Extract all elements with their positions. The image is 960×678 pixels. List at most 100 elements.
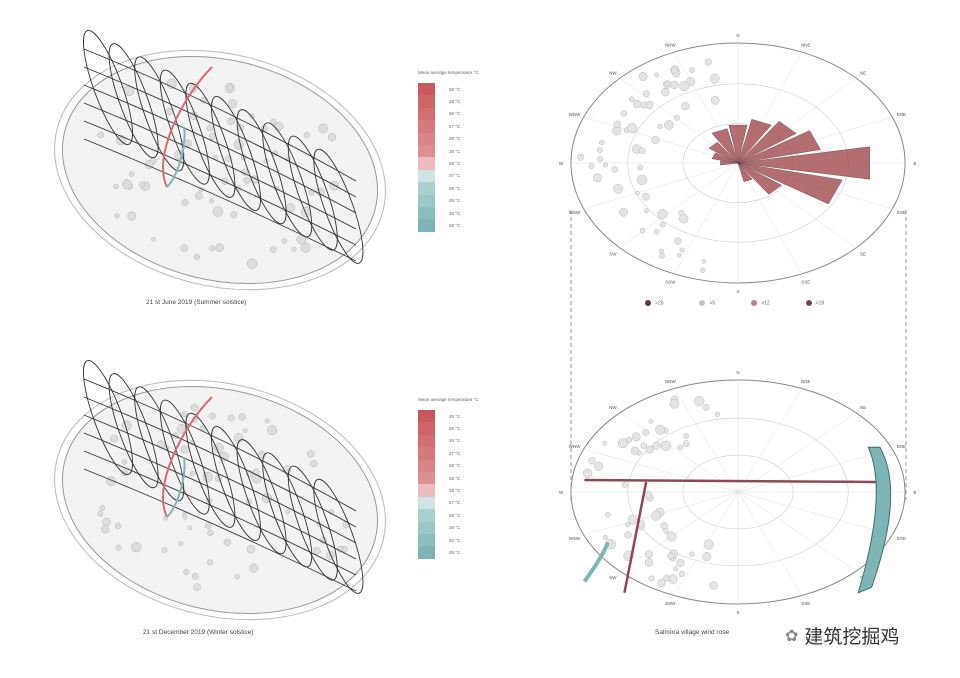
wind-legend: >28 >5 >12 >19 [645, 300, 824, 306]
compass-label: WSW [569, 536, 581, 541]
legend-item: 25 °C [418, 410, 508, 422]
wind-legend-label: >19 [816, 300, 824, 306]
legend-label: 28 °C [449, 186, 460, 191]
legend-title: Mean average temperature °C [418, 70, 508, 75]
dot-icon [806, 300, 812, 306]
legend-item: 27 °C [418, 447, 508, 459]
legend-swatch [418, 484, 435, 496]
legend-item: 28 °C [418, 195, 508, 207]
compass-label: SW [609, 252, 617, 257]
wechat-icon: ✿ [785, 626, 798, 646]
legend-item: 25 °C [418, 83, 508, 95]
legend-label: 26 °C [449, 438, 460, 443]
wind-legend-item: >28 [645, 300, 663, 306]
legend-swatch [418, 120, 435, 132]
legend-swatch [418, 108, 435, 120]
legend-swatch [418, 207, 435, 219]
legend-item: 28 °C [418, 182, 508, 194]
legend-swatch [418, 534, 435, 546]
wind-caption: Salmora village wind rose [655, 629, 729, 636]
compass-label: NW [609, 405, 617, 410]
legend-label: 32 °C [449, 211, 460, 216]
legend-label: 28 °C [449, 198, 460, 203]
legend-label: 28 °C [449, 513, 460, 518]
legend-label: 27 °C [449, 500, 460, 505]
wind-legend-item: >19 [806, 300, 824, 306]
compass-label: SSW [665, 279, 676, 284]
legend-swatch [418, 435, 435, 447]
compass-label: W [559, 490, 564, 495]
legend-swatch [418, 182, 435, 194]
legend-swatch [418, 133, 435, 145]
compass-label: SW [609, 575, 617, 580]
compass-label: E [913, 490, 916, 495]
legend-swatch [418, 509, 435, 521]
compass-label: SE [860, 252, 866, 257]
legend-swatch [418, 170, 435, 182]
temperature-legend-summer: Mean average temperature °C 25 °C 26 °C 26… [418, 70, 508, 232]
legend-label: 26 °C [449, 426, 460, 431]
compass-label: S [736, 289, 739, 294]
wind-legend-label: >28 [655, 300, 663, 306]
legend-label: 25 °C [449, 87, 460, 92]
dot-icon [699, 300, 705, 306]
legend-item: 26 °C [418, 472, 508, 484]
legend-item: 26 °C [418, 435, 508, 447]
compass-label: SSE [801, 279, 810, 284]
summer-caption: 21 st June 2019 (Summer solstice) [146, 299, 246, 306]
compass-label: NNW [665, 379, 676, 384]
compass-label: E [913, 161, 916, 166]
legend-label: 28 °C [449, 463, 460, 468]
legend-swatch [418, 95, 435, 107]
legend-label: 25 °C [449, 414, 460, 419]
legend-label: 28 °C [449, 136, 460, 141]
legend-item: 28 °C [418, 460, 508, 472]
legend-label: 28 °C [449, 525, 460, 530]
legend-swatch [418, 522, 435, 534]
legend-item: 28 °C [418, 219, 508, 231]
legend-swatch [418, 145, 435, 157]
legend-swatch [418, 460, 435, 472]
watermark: ✿ 建筑挖掘鸡 [785, 622, 899, 649]
wind-map: NNNENEENEEESESESSESSSWSWWSWWWNWNWNNW [559, 33, 917, 294]
legend-swatch [418, 546, 435, 558]
compass-label: WNW [569, 112, 581, 117]
legend-label: 25 °C [449, 161, 460, 166]
dot-icon [751, 300, 757, 306]
legend-swatch [418, 497, 435, 509]
legend-label: 28 °C [449, 223, 460, 228]
compass-label: W [559, 161, 564, 166]
legend-label: 26 °C [449, 99, 460, 104]
legend-title: Mean average temperature °C [418, 397, 508, 402]
legend-item: 25 °C [418, 484, 508, 496]
wind-legend-label: >5 [709, 300, 715, 306]
compass-label: S [736, 610, 739, 615]
legend-item: 32 °C [418, 207, 508, 219]
compass-label: ENE [897, 112, 906, 117]
wind-map: NNNENEENEEESESESSESSSWSWWSWWWNWNWNNW [559, 370, 917, 615]
legend-item: 28 °C [418, 546, 508, 558]
legend-item: 27 °C [418, 120, 508, 132]
page: N NNE NE ENE E ESE SE SSE S SSW SW WSW W WNW NW NNW N NNE… [0, 0, 960, 678]
compass-label: N [736, 370, 739, 375]
legend-item: 26 °C [418, 108, 508, 120]
legend-label: 27 °C [449, 124, 460, 129]
legend-swatch [418, 447, 435, 459]
legend-item: 26 °C [418, 422, 508, 434]
compass-label: NE [860, 405, 866, 410]
legend-swatch [418, 410, 435, 422]
legend-item: 28 °C [418, 522, 508, 534]
compass-label: NE [860, 70, 866, 75]
compass-label: NNE [801, 379, 811, 384]
compass-label: NNE [801, 43, 811, 48]
legend-item: 28 °C [418, 133, 508, 145]
compass-label: SSW [665, 601, 676, 606]
legend-swatch [418, 472, 435, 484]
compass-label: SSE [801, 601, 810, 606]
legend-swatch [418, 157, 435, 169]
compass-label: NNW [665, 43, 676, 48]
legend-item: 28 °C [418, 509, 508, 521]
compass-label: NW [609, 70, 617, 75]
legend-label: 32 °C [449, 538, 460, 543]
legend-swatch [418, 83, 435, 95]
